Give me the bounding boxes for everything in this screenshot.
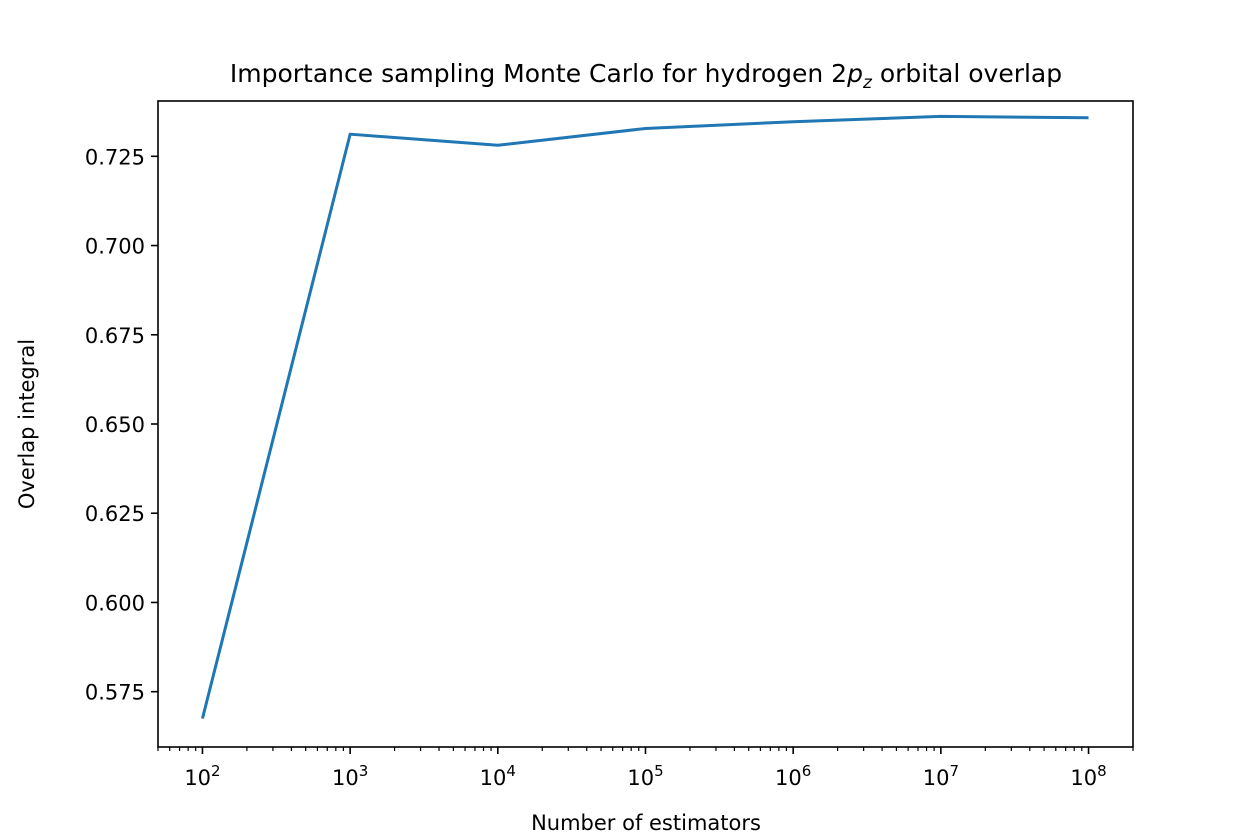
x-tick-label: 105	[627, 762, 663, 790]
x-tick-label-exponent: 7	[949, 762, 959, 780]
y-tick-label: 0.625	[85, 502, 145, 526]
x-tick-label-base: 10	[184, 766, 211, 790]
x-tick-label-exponent: 6	[802, 762, 812, 780]
y-tick-label: 0.600	[85, 591, 145, 615]
x-tick-label-exponent: 2	[211, 762, 221, 780]
y-tick-label: 0.725	[85, 145, 145, 169]
x-tick-label-exponent: 8	[1097, 762, 1107, 780]
x-tick-label: 104	[480, 762, 516, 790]
x-tick-label: 103	[332, 762, 368, 790]
chart-title-suffix: orbital overlap	[872, 59, 1062, 88]
x-tick-label-base: 10	[480, 766, 507, 790]
x-tick-label-base: 10	[1070, 766, 1097, 790]
y-tick-label: 0.575	[85, 681, 145, 705]
x-tick-label-exponent: 4	[506, 762, 516, 780]
plot-area	[157, 100, 1134, 748]
series-line	[201, 114, 1089, 719]
y-axis: 0.575 0.600 0.625 0.650 0.675 0.700 0.725	[85, 145, 158, 705]
x-tick-label-base: 10	[332, 766, 359, 790]
data-point	[644, 127, 647, 130]
x-axis: 102 103 104 105 106 107 108	[157, 747, 1134, 790]
y-tick-label: 0.700	[85, 235, 145, 259]
y-axis-label: Overlap integral	[15, 339, 39, 509]
x-tick-label-base: 10	[775, 766, 802, 790]
x-tick-label-exponent: 3	[359, 762, 369, 780]
chart-title-math: p	[846, 59, 863, 88]
data-point	[1087, 116, 1090, 119]
chart-title-prefix: Importance sampling Monte Carlo for hydr…	[230, 59, 847, 88]
x-tick-label: 102	[184, 762, 220, 790]
x-axis-label: Number of estimators	[531, 811, 761, 835]
x-tick-label-base: 10	[923, 766, 950, 790]
x-tick-label: 108	[1070, 762, 1106, 790]
plot-frame	[157, 100, 1134, 748]
y-tick-label: 0.675	[85, 324, 145, 348]
chart-title-math-subscript: z	[862, 73, 873, 93]
x-tick-label: 106	[775, 762, 811, 790]
y-tick-label: 0.650	[85, 413, 145, 437]
data-point	[496, 144, 499, 147]
x-tick-label-exponent: 5	[654, 762, 664, 780]
data-point	[349, 133, 352, 136]
x-tick-label-base: 10	[627, 766, 654, 790]
data-point	[792, 120, 795, 123]
data-point	[939, 115, 942, 118]
data-point	[201, 717, 204, 720]
x-tick-label: 107	[923, 762, 959, 790]
chart-title: Importance sampling Monte Carlo for hydr…	[230, 59, 1062, 93]
